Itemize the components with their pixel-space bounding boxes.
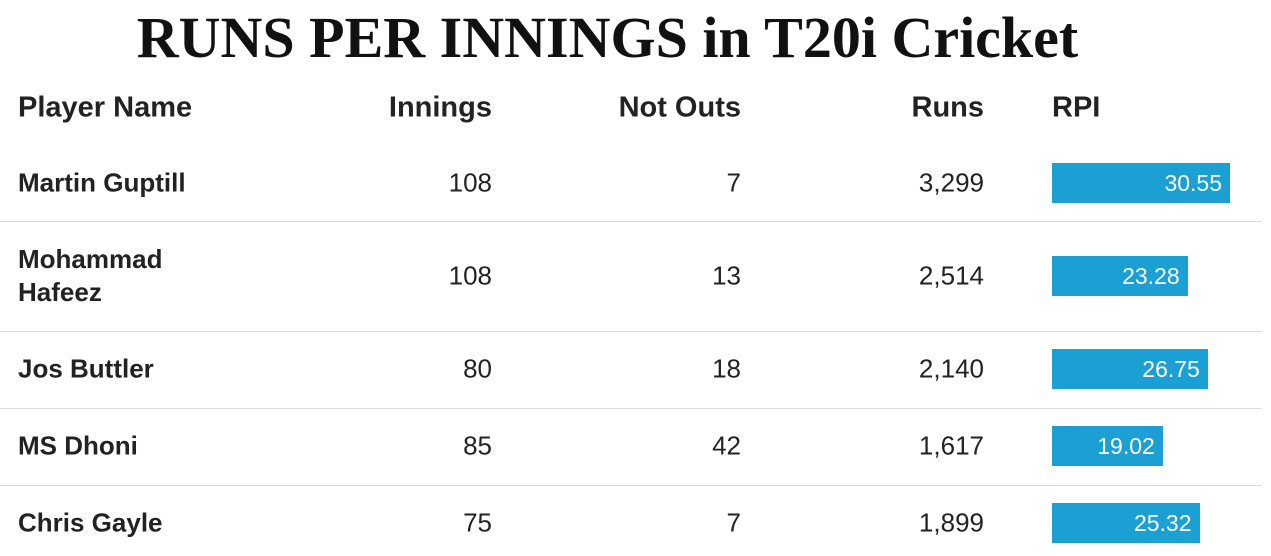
table-cell: 42 (712, 430, 741, 461)
column-header: Runs (911, 91, 985, 124)
rpi-label: 19.02 (1097, 433, 1155, 459)
rpi-label: 25.32 (1133, 510, 1192, 536)
rpi-bar (1052, 426, 1163, 466)
column-header: RPI (1052, 91, 1101, 124)
title: RUNS PER INNINGS in T20i Cricket (136, 5, 1079, 70)
rpi-label: 30.55 (1164, 170, 1222, 196)
table-cell: 1,899 (918, 507, 984, 538)
table-cell: 108 (448, 260, 492, 291)
row-separator (0, 485, 1262, 486)
table-cell: 7 (726, 507, 741, 538)
rpi-bar (1052, 503, 1200, 543)
row-separator (0, 331, 1262, 332)
table-cell: 7 (726, 167, 741, 198)
table-cell: 2,514 (918, 260, 984, 291)
table-cell: 75 (463, 507, 492, 538)
table-cell: 85 (463, 430, 492, 461)
column-header: Innings (388, 91, 492, 124)
table-cell: 1,617 (918, 430, 984, 461)
rpi-label: 23.28 (1122, 263, 1180, 289)
table-cell: 3,299 (918, 167, 984, 198)
player-name: Jos Buttler (18, 353, 154, 384)
column-header: Player Name (18, 91, 193, 124)
table-cell: 2,140 (918, 353, 984, 384)
rpi-label: 26.75 (1142, 356, 1200, 382)
player-name: Martin Guptill (18, 167, 186, 198)
player-name: Chris Gayle (18, 507, 163, 538)
column-header: Not Outs (618, 91, 741, 124)
row-separator (0, 221, 1262, 222)
rpi-bar (1052, 163, 1230, 203)
table-cell: 80 (463, 353, 492, 384)
row-separator (0, 408, 1262, 409)
table-cell: 18 (712, 353, 741, 384)
player-name: MS Dhoni (18, 430, 138, 461)
table-cell: 108 (448, 167, 492, 198)
player-name: Mohammad Hafeez (18, 244, 163, 307)
table-cell: 13 (712, 260, 741, 291)
rpi-bar (1052, 256, 1188, 296)
rpi-bar (1052, 349, 1208, 389)
